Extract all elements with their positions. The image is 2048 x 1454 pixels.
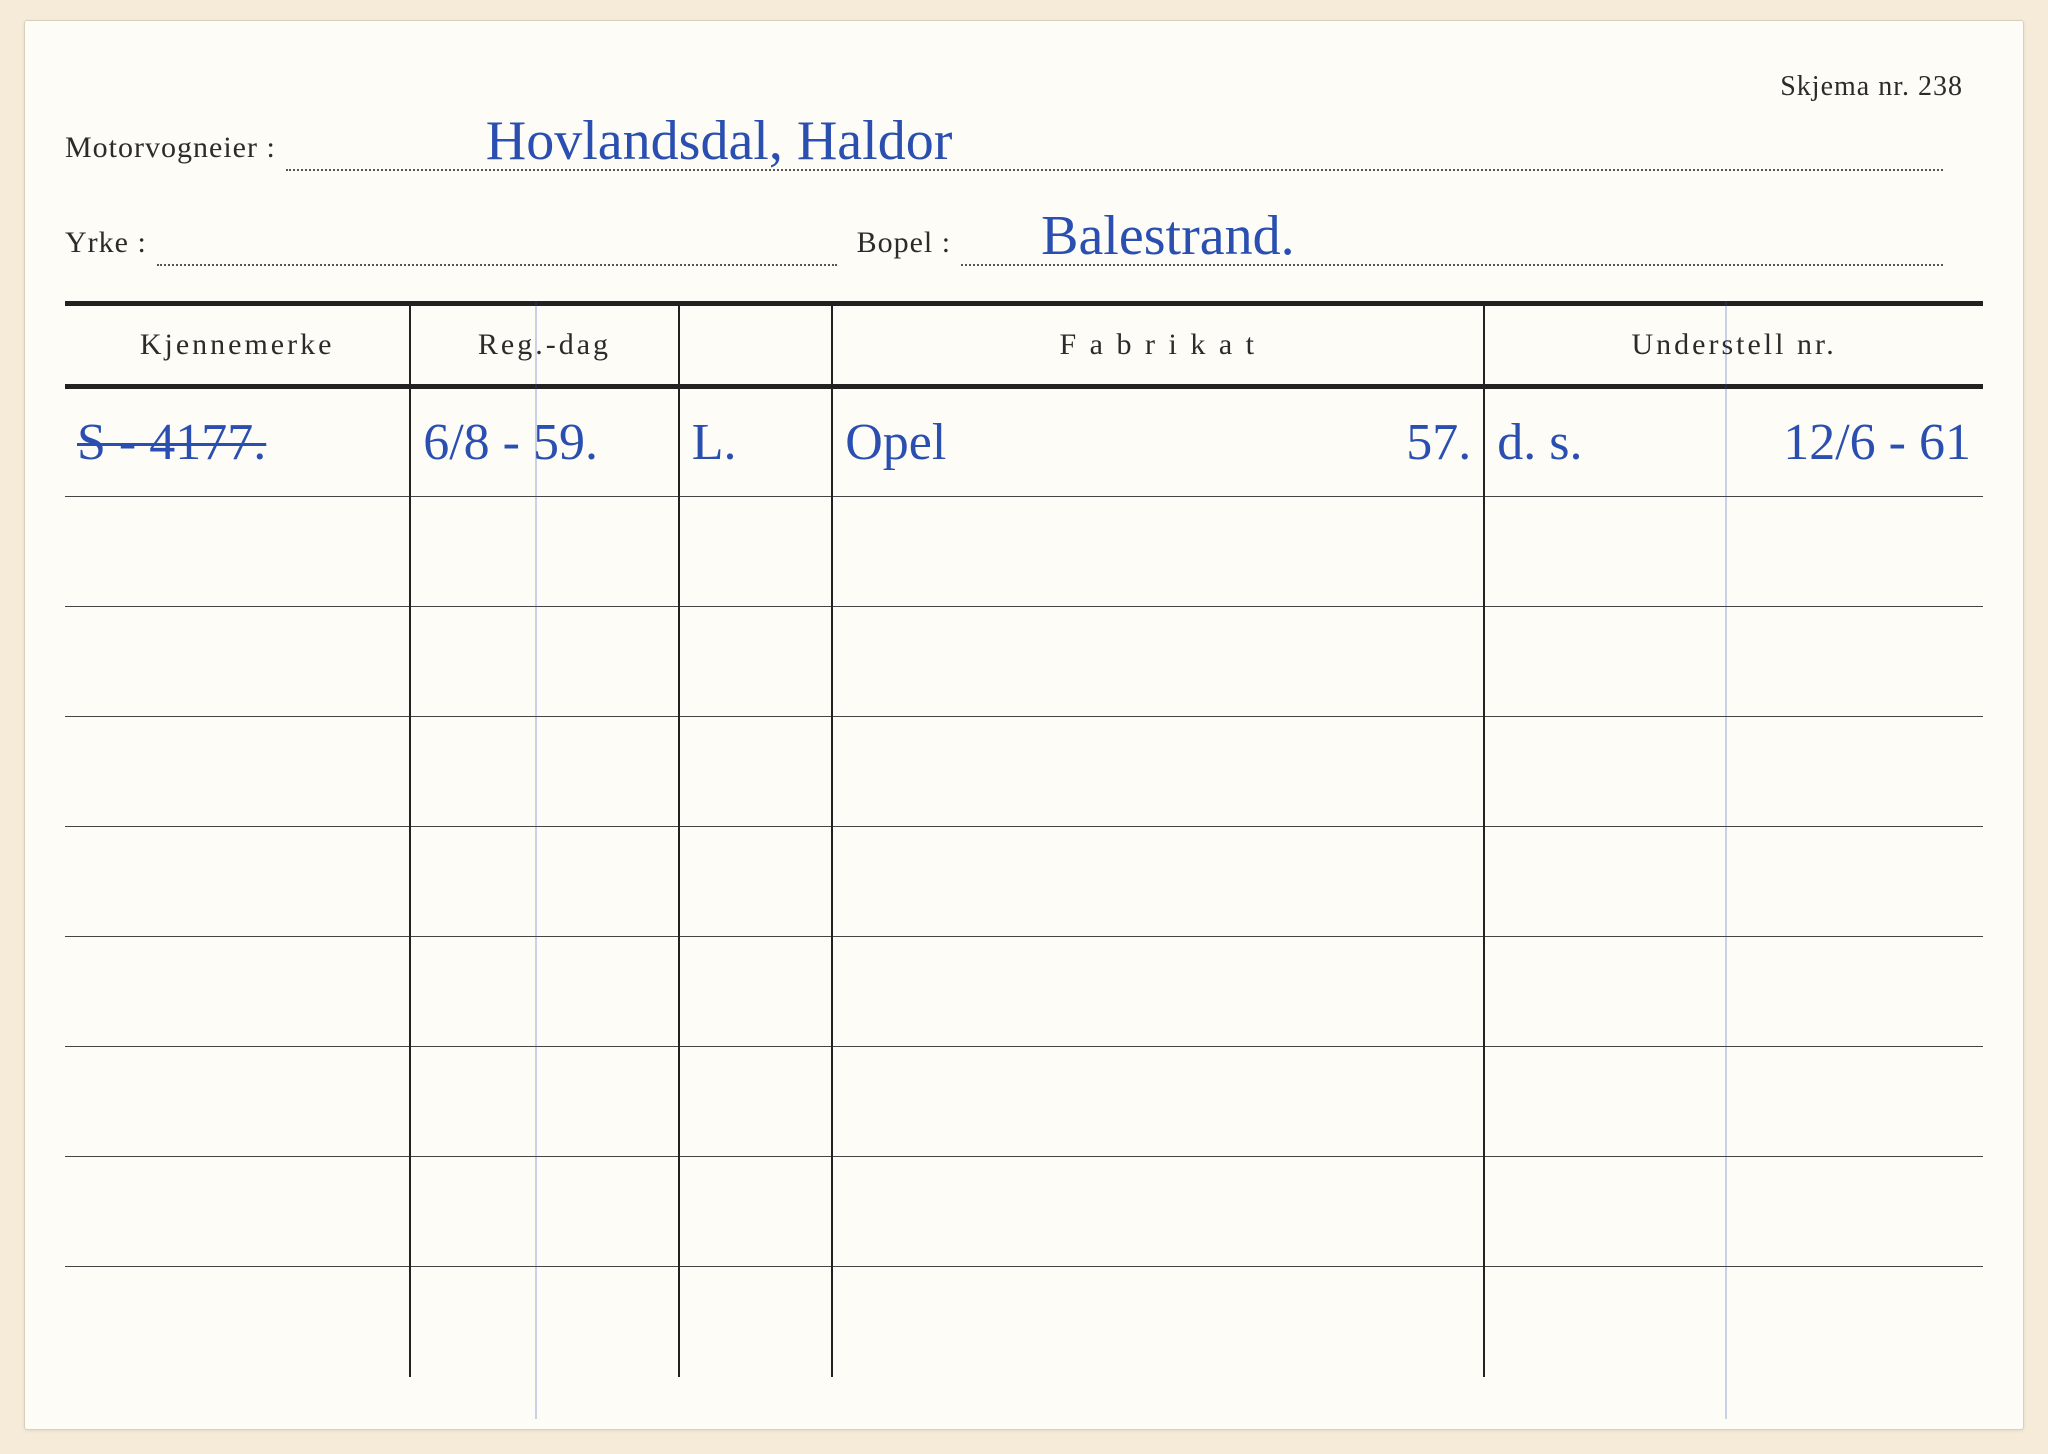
table-body: S - 4177. 6/8 - 59. L. Opel 57.	[65, 387, 1983, 1377]
understell-a: d. s.	[1497, 413, 1582, 472]
col-understell: Understell nr.	[1484, 304, 1983, 387]
records-table: Kjennemerke Reg.-dag F a b r i k a t Und…	[65, 301, 1983, 1377]
cell-kjennemerke: S - 4177.	[65, 387, 410, 497]
table-header: Kjennemerke Reg.-dag F a b r i k a t Und…	[65, 304, 1983, 387]
table-row	[65, 827, 1983, 937]
col3-value: L.	[692, 414, 737, 471]
fabrikat-year: 57.	[1406, 413, 1471, 472]
table-row	[65, 607, 1983, 717]
col-reg-dag: Reg.-dag	[410, 304, 679, 387]
owner-value: Hovlandsdal, Haldor	[486, 109, 953, 173]
reg-dag-value: 6/8 - 59.	[423, 414, 598, 471]
occupation-residence-row: Yrke : Bopel : Balestrand.	[65, 206, 1963, 266]
col-kjennemerke: Kjennemerke	[65, 304, 410, 387]
cell-fabrikat: Opel 57.	[832, 387, 1484, 497]
occupation-field	[157, 206, 837, 266]
table-row	[65, 1267, 1983, 1377]
col-fabrikat: F a b r i k a t	[832, 304, 1484, 387]
understell-b: 12/6 - 61	[1783, 413, 1971, 472]
registration-card: Skjema nr. 238 Motorvogneier : Hovlandsd…	[24, 20, 2024, 1430]
form-number: Skjema nr. 238	[1780, 71, 1963, 103]
owner-field: Hovlandsdal, Haldor	[286, 111, 1943, 171]
residence-value: Balestrand.	[1041, 204, 1294, 268]
cell-col3: L.	[679, 387, 832, 497]
residence-field: Balestrand.	[961, 206, 1943, 266]
form-number-label: Skjema nr.	[1780, 71, 1910, 102]
owner-row: Motorvogneier : Hovlandsdal, Haldor	[65, 111, 1963, 171]
owner-label: Motorvogneier :	[65, 131, 276, 171]
cell-reg-dag: 6/8 - 59.	[410, 387, 679, 497]
table-row: S - 4177. 6/8 - 59. L. Opel 57.	[65, 387, 1983, 497]
table-row	[65, 1047, 1983, 1157]
table-row	[65, 1157, 1983, 1267]
table-row	[65, 497, 1983, 607]
records-table-wrap: Kjennemerke Reg.-dag F a b r i k a t Und…	[65, 301, 1983, 1419]
form-number-value: 238	[1918, 71, 1963, 102]
residence-label: Bopel :	[857, 226, 952, 266]
fabrikat-main: Opel	[845, 413, 946, 472]
occupation-label: Yrke :	[65, 226, 147, 266]
table-row	[65, 717, 1983, 827]
table-row	[65, 937, 1983, 1047]
cell-understell: d. s. 12/6 - 61	[1484, 387, 1983, 497]
col-blank	[679, 304, 832, 387]
kjennemerke-value: S - 4177.	[77, 414, 266, 471]
